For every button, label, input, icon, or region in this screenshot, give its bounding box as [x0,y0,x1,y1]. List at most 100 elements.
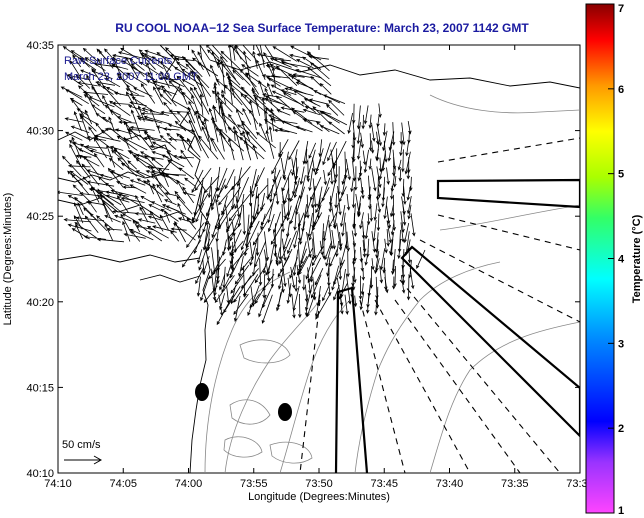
current-vector [353,220,358,237]
current-vector [346,231,350,252]
current-vector [118,120,137,124]
current-vector [406,276,411,301]
current-vector [304,294,309,317]
current-vector [214,275,235,304]
current-vector [74,222,97,239]
current-vector [375,149,379,161]
current-vector [165,174,185,186]
x-axis-title: Longitude (Degrees:Minutes) [248,491,390,503]
current-vector [270,221,285,245]
current-vector [310,75,322,87]
current-vector [383,196,388,220]
x-tick-label: 74:10 [44,478,72,490]
current-vector [84,109,93,125]
current-vector [356,122,361,145]
current-vector [182,191,196,196]
contour-line [269,441,313,464]
current-vector [178,155,195,159]
current-vector [267,82,274,97]
current-vector [353,295,358,308]
current-vector [111,63,129,78]
current-vector [156,183,173,203]
colorbar-tick-label: 6 [618,84,624,96]
current-vector [239,136,265,160]
buoy-marker [195,383,209,401]
current-vector [298,213,302,242]
current-vector [234,45,251,62]
current-vector [151,173,171,195]
current-vector [359,212,364,230]
current-vector [226,256,234,278]
current-vector [193,86,210,115]
current-vector [199,45,203,61]
current-vector [104,223,113,241]
current-vector [328,195,333,213]
current-vector [181,56,196,71]
current-vector [307,257,322,284]
current-vector [330,169,334,185]
current-vector [314,268,324,286]
current-vector [368,114,372,129]
current-vector [168,80,186,98]
annotation-line-1: Raw Surface Currents [64,55,173,67]
current-vector [304,105,332,115]
current-vector [179,86,188,105]
current-vector [397,159,402,171]
current-vector [107,167,124,188]
current-vector [80,69,98,77]
current-vector [259,122,268,141]
current-vector [232,69,244,81]
current-vector [327,158,338,177]
current-vector [311,247,323,267]
current-vector [180,149,193,168]
current-vector [325,104,339,116]
current-vector [211,45,228,63]
current-vector [352,103,356,124]
current-vector [254,265,267,284]
contour-line [229,399,271,425]
radial-line [394,299,521,473]
current-vector [290,266,296,289]
current-vector [166,132,177,142]
current-vector [225,221,232,250]
current-vector [190,86,203,108]
current-vector [88,200,97,213]
current-vector [265,259,273,276]
current-vector [139,206,149,223]
current-vector [306,149,316,180]
buoy-marker [278,403,292,421]
current-vector [401,122,406,146]
current-vector [290,107,313,124]
current-vector [358,275,363,300]
y-tick-label: 40:30 [26,126,54,138]
current-vector [117,51,146,60]
current-vector [271,90,300,104]
current-vector [249,99,257,131]
current-vector [164,192,178,197]
current-vector [350,178,354,193]
current-vector [150,108,161,134]
current-vector [346,193,351,211]
current-vector [123,232,146,239]
current-vector [258,294,267,318]
current-vector [109,145,124,151]
current-vector [230,240,244,257]
current-vector [312,106,331,125]
current-vector [296,59,314,69]
current-vector [84,145,107,149]
current-vector [366,213,371,226]
current-vector [91,104,106,115]
current-vector [65,89,89,105]
current-vector [217,203,236,231]
current-vector [328,99,345,116]
current-vector [335,240,339,258]
coverage-polygon [334,286,369,473]
current-vector [160,60,170,78]
current-vector [146,61,157,87]
current-vector [173,223,196,241]
current-vector [356,138,362,160]
current-vector [232,125,236,142]
current-vector [213,274,219,297]
current-vector [286,283,292,305]
current-vector [281,238,287,262]
